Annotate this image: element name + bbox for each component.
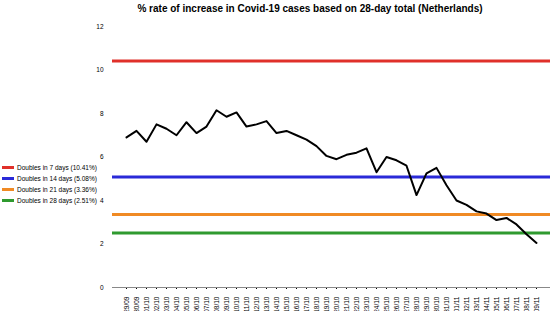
svg-text:14/10: 14/10	[273, 296, 280, 311]
svg-text:31/10: 31/10	[443, 296, 450, 311]
svg-text:09/10: 09/10	[223, 296, 230, 311]
svg-text:04/11: 04/11	[483, 296, 490, 311]
svg-text:05/10: 05/10	[183, 296, 190, 311]
html-text:% rate of increase in Covid-19: % rate of increase in Covid-19 cases bas…	[137, 3, 483, 14]
svg-text:06/10: 06/10	[193, 296, 200, 311]
svg-text:23/10: 23/10	[363, 296, 370, 311]
svg-text:03/10: 03/10	[163, 296, 170, 311]
svg-text:13/10: 13/10	[263, 296, 270, 311]
svg-text:07/11: 07/11	[513, 296, 520, 311]
svg-text:11/10: 11/10	[243, 296, 250, 311]
svg-text:16/10: 16/10	[293, 296, 300, 311]
svg-text:8: 8	[100, 110, 104, 117]
svg-text:10/10: 10/10	[233, 296, 240, 311]
svg-text:05/11: 05/11	[493, 296, 500, 311]
svg-text:19/10: 19/10	[323, 296, 330, 311]
svg-text:20/10: 20/10	[333, 296, 340, 311]
svg-text:08/11: 08/11	[523, 296, 530, 311]
svg-text:12: 12	[96, 23, 104, 30]
svg-text:24/10: 24/10	[373, 296, 380, 311]
html-text:Doubles in 28 days (2.51%): Doubles in 28 days (2.51%)	[17, 197, 97, 204]
html-text:Doubles in 21 days (3.36%): Doubles in 21 days (3.36%)	[17, 186, 97, 193]
svg-text:01/11: 01/11	[453, 296, 460, 311]
svg-text:26/10: 26/10	[393, 296, 400, 311]
svg-text:6: 6	[100, 153, 104, 160]
html-text:Doubles in 7 days (10.41%): Doubles in 7 days (10.41%)	[17, 164, 97, 171]
svg-text:22/10: 22/10	[353, 296, 360, 311]
svg-text:27/10: 27/10	[403, 296, 410, 311]
svg-text:2: 2	[100, 240, 104, 247]
svg-text:01/10: 01/10	[143, 296, 150, 311]
svg-text:02/11: 02/11	[463, 296, 470, 311]
svg-text:02/10: 02/10	[153, 296, 160, 311]
svg-text:28/10: 28/10	[413, 296, 420, 311]
svg-text:29/09: 29/09	[123, 296, 130, 311]
svg-text:15/10: 15/10	[283, 296, 290, 311]
svg-text:10: 10	[96, 66, 104, 73]
svg-text:09/11: 09/11	[533, 296, 540, 311]
svg-text:03/11: 03/11	[473, 296, 480, 311]
svg-text:30/10: 30/10	[433, 296, 440, 311]
svg-text:25/10: 25/10	[383, 296, 390, 311]
svg-text:06/11: 06/11	[503, 296, 510, 311]
svg-text:21/10: 21/10	[343, 296, 350, 311]
svg-text:17/10: 17/10	[303, 296, 310, 311]
svg-text:12/10: 12/10	[253, 296, 260, 311]
svg-text:29/10: 29/10	[423, 296, 430, 311]
svg-text:07/10: 07/10	[203, 296, 210, 311]
svg-text:30/09: 30/09	[133, 296, 140, 311]
svg-text:08/10: 08/10	[213, 296, 220, 311]
svg-text:18/10: 18/10	[313, 296, 320, 311]
svg-text:04/10: 04/10	[173, 296, 180, 311]
svg-text:4: 4	[100, 197, 104, 204]
html-text:Doubles in 14 days (5.08%): Doubles in 14 days (5.08%)	[17, 175, 97, 182]
svg-text:0: 0	[100, 284, 104, 291]
